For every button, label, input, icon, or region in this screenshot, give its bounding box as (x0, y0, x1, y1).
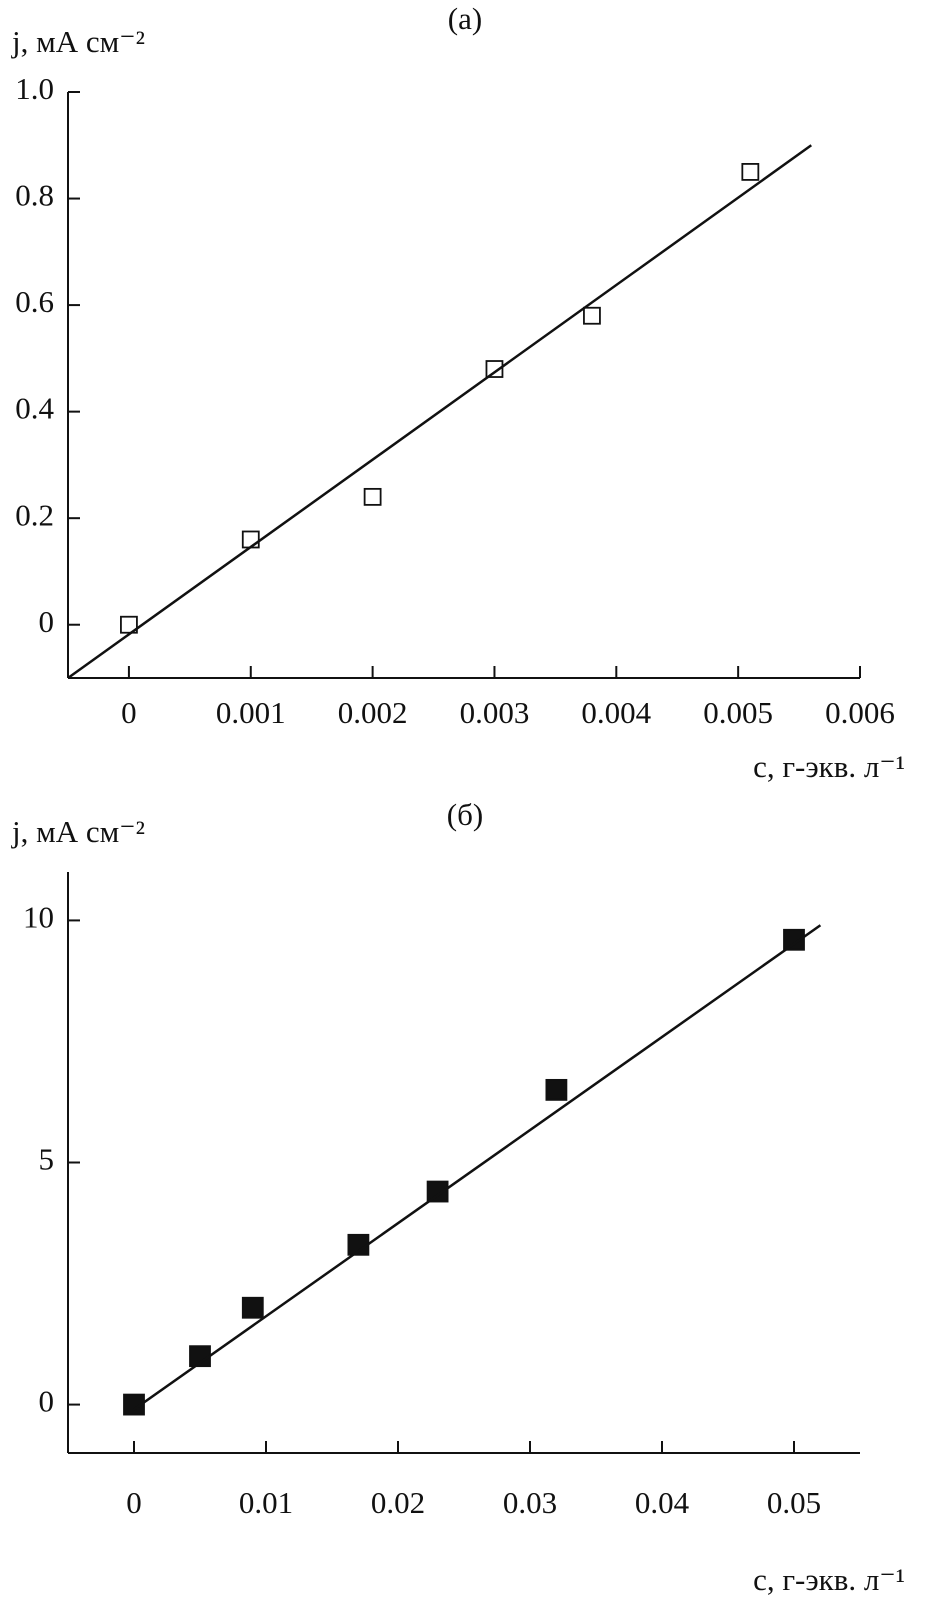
chart-title: (а) (448, 1, 482, 36)
data-point (241, 530, 260, 549)
y-tick-label: 5 (39, 1142, 55, 1177)
data-point (123, 1393, 145, 1416)
y-tick-label: 1.0 (15, 71, 54, 106)
y-tick-label: 0.6 (15, 284, 54, 319)
y-tick-label: 0.8 (15, 178, 54, 213)
data-point (741, 163, 760, 181)
x-tick-label: 0.05 (767, 1485, 821, 1520)
y-tick-label: 0.4 (15, 391, 54, 426)
data-point (583, 306, 601, 325)
y-tick-label: 10 (23, 900, 54, 935)
x-tick-label: 0.04 (635, 1485, 690, 1520)
fit-line (133, 924, 822, 1411)
data-point (426, 1180, 449, 1203)
y-axis-label: j, мА см⁻² (11, 814, 145, 849)
y-tick-label: 0 (39, 604, 55, 639)
data-point (485, 360, 504, 378)
x-tick-label: 0.006 (825, 695, 895, 730)
y-tick-label: 0 (39, 1384, 55, 1419)
y-axis-label: j, мА см⁻² (11, 24, 145, 59)
x-tick-label: 0.002 (338, 695, 408, 730)
x-tick-label: 0.005 (703, 695, 773, 730)
x-tick-label: 0.003 (460, 695, 530, 730)
x-tick-label: 0 (126, 1485, 142, 1520)
x-axis-label: c, г-экв. л⁻¹ (753, 749, 905, 784)
x-tick-label: 0.03 (503, 1485, 557, 1520)
data-point (120, 615, 138, 634)
x-axis-label: c, г-экв. л⁻¹ (753, 1562, 905, 1597)
chart-title: (б) (447, 797, 483, 832)
data-point (241, 1296, 264, 1319)
x-tick-label: 0 (121, 695, 137, 730)
data-point (545, 1078, 568, 1101)
x-tick-label: 0.001 (216, 695, 286, 730)
data-point (783, 928, 805, 951)
x-tick-label: 0.01 (239, 1485, 293, 1520)
x-tick-label: 0.004 (581, 695, 651, 730)
data-point (363, 487, 382, 506)
y-tick-label: 0.2 (15, 497, 54, 532)
x-tick-label: 0.02 (371, 1485, 425, 1520)
fit-line (67, 144, 812, 680)
